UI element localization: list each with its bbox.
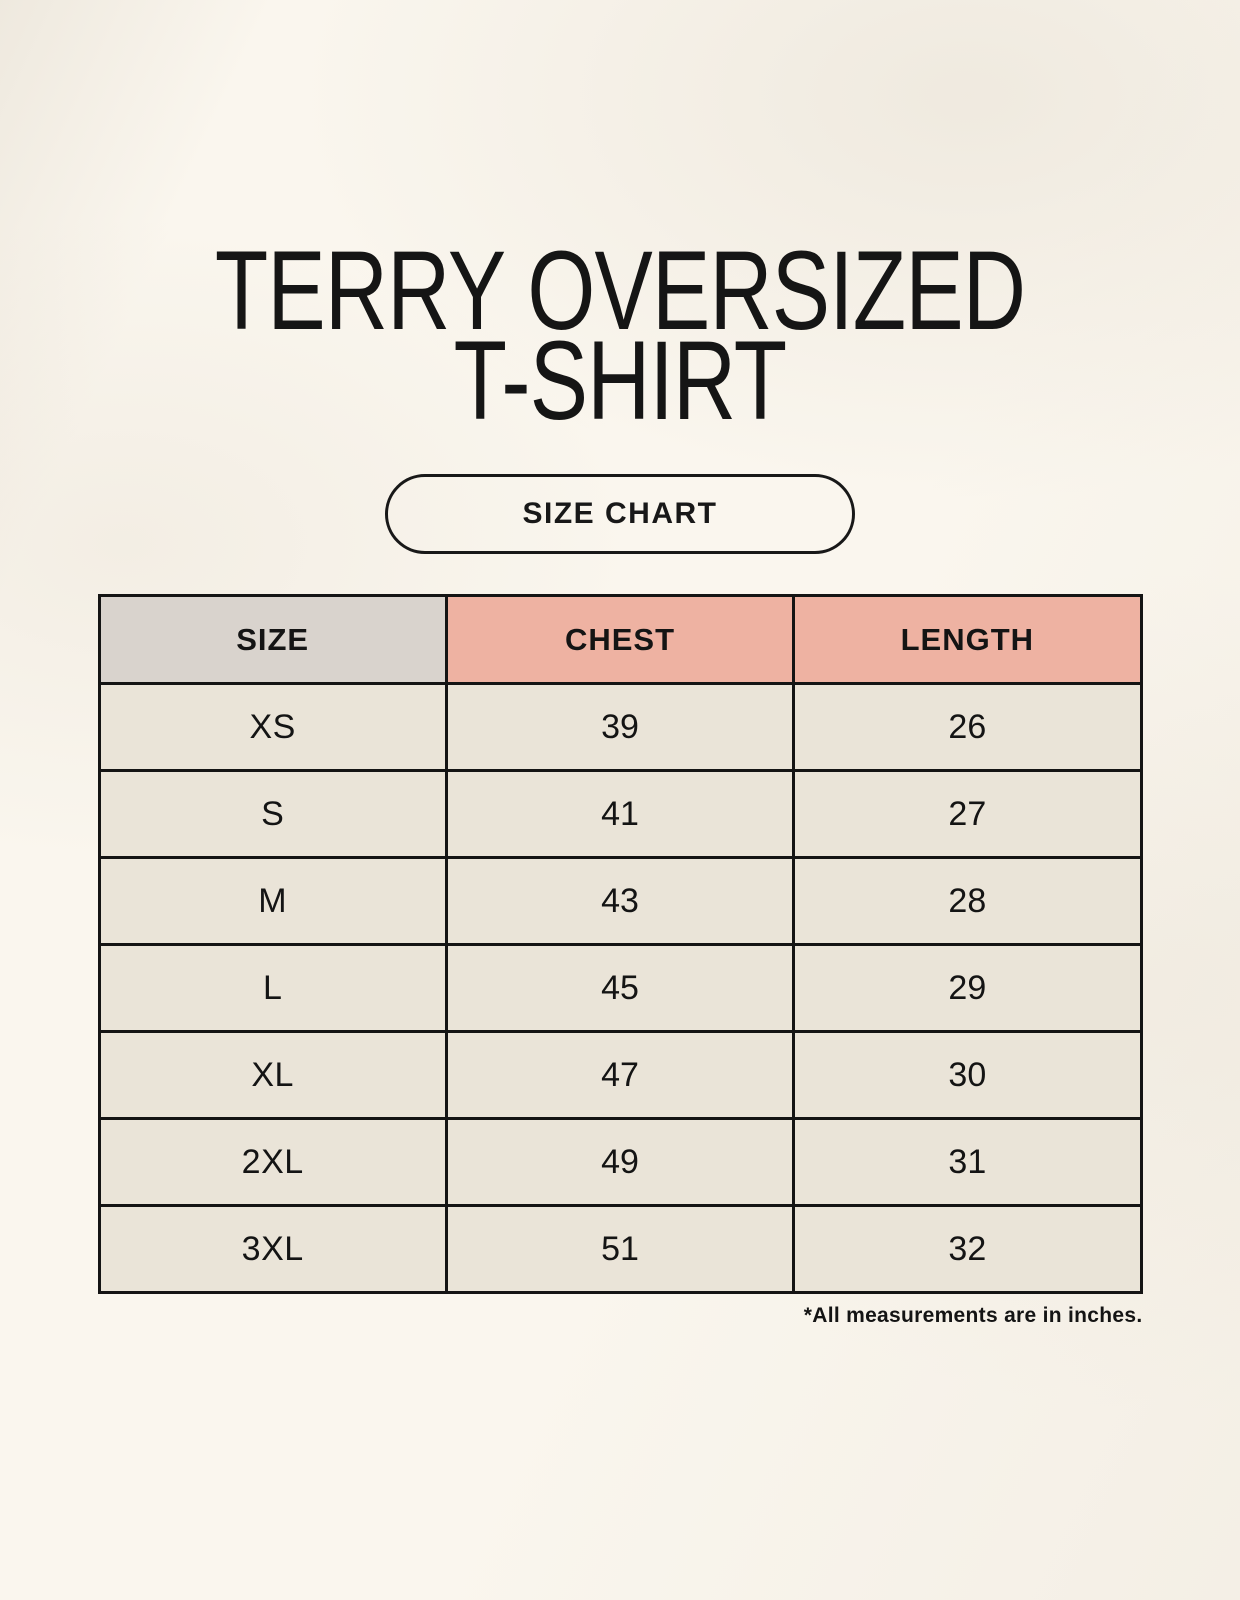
cell-size: XL [97, 1030, 448, 1120]
column-header-length: LENGTH [792, 594, 1143, 685]
cell-length: 32 [792, 1204, 1143, 1294]
page-title-line2: T-SHIRT [453, 318, 787, 443]
cell-size: 3XL [97, 1204, 448, 1294]
table-row: L 45 29 [97, 943, 1143, 1033]
table-row: M 43 28 [97, 856, 1143, 946]
cell-chest: 47 [444, 1030, 796, 1120]
size-chart-table: SIZE CHEST LENGTH XS 39 26 S 41 27 M 43 28 L 45 29 X… [97, 594, 1143, 1294]
cell-size: S [97, 769, 448, 859]
cell-size: L [97, 943, 448, 1033]
table-row: S 41 27 [97, 769, 1143, 859]
cell-size: M [97, 856, 448, 946]
cell-chest: 41 [444, 769, 796, 859]
table-row: XS 39 26 [97, 682, 1143, 772]
column-header-chest: CHEST [444, 594, 796, 685]
column-header-size: SIZE [97, 594, 448, 685]
cell-size: XS [97, 682, 448, 772]
size-table-body: XS 39 26 S 41 27 M 43 28 L 45 29 XL 47 30 2XL 49 31 3XL 51 3… [97, 682, 1143, 1294]
page-title-line1: TERRY OVERSIZED [214, 228, 1026, 353]
cell-chest: 45 [444, 943, 796, 1033]
table-header-row: SIZE CHEST LENGTH [97, 594, 1143, 685]
cell-chest: 39 [444, 682, 796, 772]
table-row: 3XL 51 32 [97, 1204, 1143, 1294]
table-row: XL 47 30 [97, 1030, 1143, 1120]
cell-chest: 43 [444, 856, 796, 946]
table-row: 2XL 49 31 [97, 1117, 1143, 1207]
cell-length: 29 [792, 943, 1143, 1033]
cell-length: 26 [792, 682, 1143, 772]
cell-length: 28 [792, 856, 1143, 946]
size-chart-button[interactable]: SIZE CHART [385, 474, 855, 554]
cell-length: 27 [792, 769, 1143, 859]
measurements-footnote: *All measurements are in inches. [803, 1304, 1143, 1327]
cell-size: 2XL [97, 1117, 448, 1207]
size-chart-table-wrapper: SIZE CHEST LENGTH XS 39 26 S 41 27 M 43 28 L 45 29 X… [97, 594, 1143, 1294]
cell-length: 31 [792, 1117, 1143, 1207]
cell-chest: 51 [444, 1204, 796, 1294]
page-title: TERRY OVERSIZED T-SHIRT [136, 0, 1103, 443]
cell-chest: 49 [444, 1117, 796, 1207]
cell-length: 30 [792, 1030, 1143, 1120]
